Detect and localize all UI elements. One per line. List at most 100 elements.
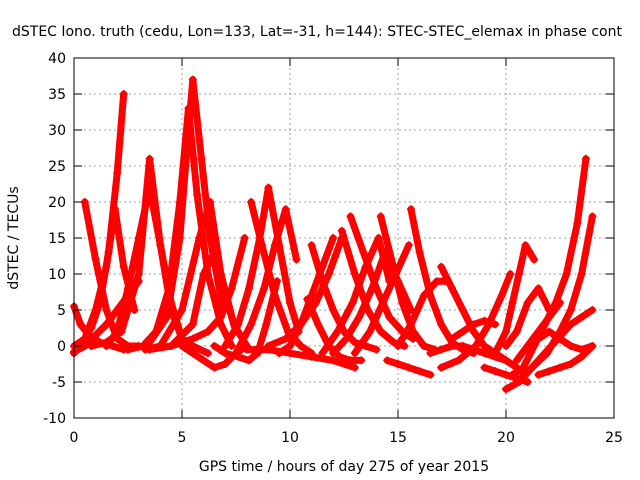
data-point <box>329 349 338 358</box>
data-point <box>508 298 517 307</box>
x-tick-label: 15 <box>389 430 407 446</box>
x-tick-label: 10 <box>281 430 299 446</box>
data-point <box>394 342 402 350</box>
data-point <box>264 342 273 350</box>
data-point <box>178 306 186 314</box>
data-point <box>113 327 122 336</box>
data-point <box>318 349 327 358</box>
data-point <box>210 363 219 372</box>
data-point <box>448 334 456 343</box>
data-point <box>577 313 586 322</box>
data-point <box>91 306 100 314</box>
data-point <box>521 241 530 250</box>
data-point <box>329 356 338 365</box>
x-axis-label: GPS time / hours of day 275 of year 2015 <box>199 459 489 475</box>
data-point <box>232 349 240 358</box>
data-point <box>471 342 480 350</box>
data-point <box>102 262 111 271</box>
data-point <box>556 334 564 343</box>
x-tick-label: 25 <box>605 430 623 446</box>
data-point <box>87 342 96 350</box>
data-point <box>221 342 230 350</box>
data-point <box>234 320 243 329</box>
series-30 <box>394 277 450 350</box>
series-line <box>491 241 538 357</box>
series-17 <box>242 345 359 372</box>
data-point <box>346 356 355 365</box>
y-tick-label: -10 <box>43 411 66 427</box>
data-point <box>508 370 517 379</box>
data-point <box>523 342 532 350</box>
data-point <box>348 298 357 307</box>
data-point <box>281 334 290 343</box>
data-point <box>588 342 597 350</box>
series-40 <box>512 212 597 386</box>
data-point <box>502 327 510 336</box>
data-point <box>286 349 294 358</box>
data-point <box>227 284 236 293</box>
data-point <box>262 320 271 329</box>
data-point <box>281 205 290 214</box>
data-point <box>113 169 122 178</box>
data-point <box>566 342 575 350</box>
data-point <box>329 306 338 314</box>
data-point <box>480 363 489 372</box>
data-point <box>419 342 428 350</box>
y-tick-label: 5 <box>57 303 66 319</box>
data-point <box>333 327 342 336</box>
y-tick-label: 25 <box>48 159 66 175</box>
data-point <box>335 352 344 361</box>
data-point <box>383 356 392 365</box>
series-21 <box>307 241 381 354</box>
data-point <box>545 313 554 322</box>
data-point <box>216 270 225 278</box>
data-point <box>350 349 359 358</box>
data-point <box>365 327 374 336</box>
data-point <box>311 298 320 307</box>
data-point <box>448 342 456 350</box>
data-point <box>286 298 294 307</box>
x-tick-label: 5 <box>178 430 187 446</box>
data-point <box>562 270 571 278</box>
data-point <box>577 345 586 354</box>
data-point <box>458 342 467 350</box>
data-point <box>247 320 256 329</box>
data-point <box>385 313 394 322</box>
data-point <box>247 198 256 206</box>
data-point <box>588 306 597 314</box>
data-point <box>203 327 212 336</box>
data-point <box>437 320 446 329</box>
y-tick-label: 0 <box>57 339 66 355</box>
data-point <box>124 345 132 354</box>
y-axis-label: dSTEC / TECUs <box>6 186 22 289</box>
data-point <box>80 198 89 206</box>
data-point <box>91 255 100 264</box>
data-point <box>406 320 415 329</box>
data-point <box>480 349 489 358</box>
data-point <box>556 327 564 336</box>
data-point <box>566 306 575 314</box>
series-line <box>167 234 249 350</box>
data-point <box>357 356 366 365</box>
data-point <box>519 363 528 372</box>
data-point <box>102 320 111 329</box>
y-tick-label: 40 <box>48 51 66 67</box>
data-point <box>530 255 539 264</box>
data-point <box>469 320 478 329</box>
data-point <box>188 334 197 343</box>
data-point <box>296 320 305 329</box>
data-point <box>534 334 543 343</box>
data-point <box>534 370 543 379</box>
data-point <box>350 363 359 372</box>
series-line <box>141 198 251 354</box>
data-point <box>404 363 413 372</box>
data-point <box>534 284 543 293</box>
data-point <box>167 342 176 350</box>
data-point <box>188 75 197 84</box>
data-point <box>307 241 316 250</box>
data-point <box>398 298 407 307</box>
data-point <box>145 183 154 192</box>
data-point <box>244 356 253 365</box>
data-point <box>303 295 312 304</box>
data-point <box>378 298 387 307</box>
